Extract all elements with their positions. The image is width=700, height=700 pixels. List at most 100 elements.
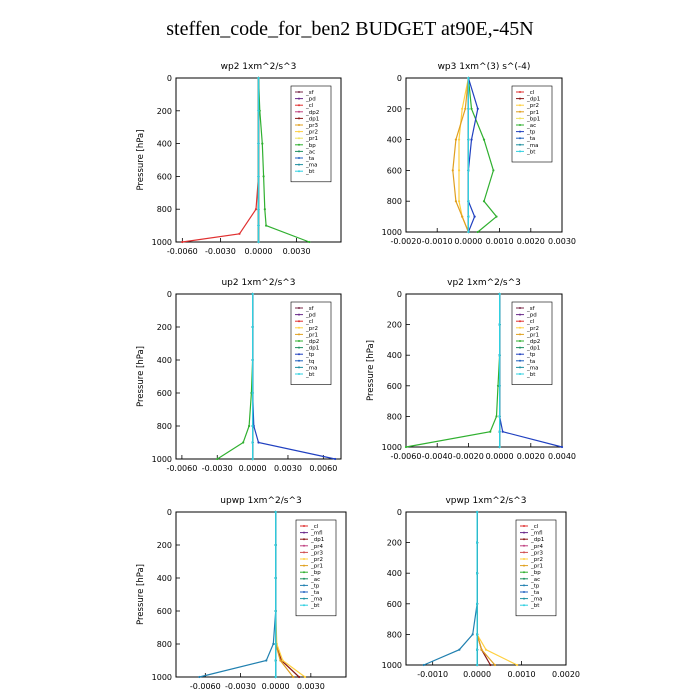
data-point (265, 224, 268, 227)
legend-marker (298, 137, 300, 140)
y-tick-label: 800 (157, 422, 172, 431)
legend-marker (523, 551, 525, 554)
data-point (454, 200, 458, 203)
data-point (303, 675, 307, 679)
data-point (464, 107, 467, 110)
legend-marker (298, 359, 300, 362)
legend-entry: _bt (310, 603, 320, 609)
x-tick-label: 0.0060 (309, 464, 337, 473)
y-tick-label: 1000 (152, 455, 172, 464)
data-point (279, 659, 282, 662)
legend-marker (519, 137, 521, 140)
panel-title: wp2 1xm^2/s^3 (221, 62, 297, 72)
legend-entry: _mfl (530, 531, 543, 537)
data-point (265, 659, 268, 662)
data-point (476, 648, 479, 651)
data-point (272, 642, 275, 646)
x-tick-label: 0.0000 (463, 670, 491, 679)
legend-marker (303, 538, 305, 541)
legend-entry: _pr2 (310, 557, 323, 563)
legend-marker (298, 307, 300, 309)
data-point (451, 169, 454, 172)
legend-marker (298, 157, 300, 159)
legend-marker (519, 150, 521, 153)
data-point (476, 663, 479, 667)
y-tick-label: 600 (157, 389, 172, 398)
legend-entry: _cl (530, 524, 539, 530)
x-tick-label: -0.0030 (225, 682, 256, 691)
legend-marker (523, 558, 525, 560)
data-point (467, 138, 470, 141)
legend-entry: _pd (305, 313, 316, 319)
y-axis-label: Pressure [hPa] (136, 346, 146, 407)
legend-entry: _ta (310, 590, 319, 596)
legend-marker (523, 564, 525, 567)
legend-marker (519, 130, 521, 133)
series-line-dp2 (216, 294, 254, 460)
data-point (495, 415, 498, 418)
data-point (261, 142, 264, 145)
legend-marker (523, 544, 525, 547)
chart-panel-1: wp2 1xm^2/s^3 0 200 400 600 800 1000-0.0060 -0.… (136, 62, 342, 256)
legend-entry: _dp1 (305, 116, 319, 122)
legend-entry: _ta (526, 359, 535, 365)
data-point (492, 169, 495, 172)
legend-marker (519, 117, 521, 120)
series-line-pr1 (275, 512, 294, 678)
data-point (251, 391, 254, 395)
data-point (476, 572, 479, 575)
x-tick-label: -0.0010 (422, 237, 453, 246)
legend-entry: _pr1 (310, 564, 323, 570)
y-tick-label: 400 (387, 351, 402, 360)
x-tick-label: -0.0060 (167, 247, 198, 256)
legend-marker (298, 110, 300, 113)
y-tick-label: 400 (387, 569, 402, 578)
legend-entry: _sf (305, 306, 315, 312)
chart-panel-3: up2 1xm^2/s^3 0 200 400 600 800 1000-0.0060 -0.… (136, 278, 342, 473)
y-tick-label: 0 (397, 74, 402, 83)
legend-marker (519, 110, 521, 113)
plot-frame (405, 293, 563, 448)
legend-entry: _dp1 (305, 346, 319, 352)
data-point (458, 648, 461, 651)
legend-entry: _bt (526, 372, 536, 378)
data-point (257, 142, 260, 145)
data-point (461, 107, 464, 110)
data-point (476, 633, 479, 636)
legend-entry: _tp (310, 583, 320, 589)
x-tick-label: 0.0040 (548, 452, 576, 461)
legend-marker (519, 124, 521, 126)
y-tick-label: 400 (157, 140, 172, 149)
y-tick-label: 200 (387, 321, 402, 330)
data-point (498, 323, 501, 326)
data-point (274, 543, 277, 547)
legend-marker (519, 91, 521, 93)
legend-entry: _dp1 (526, 346, 540, 352)
legend-entry: _dp1 (530, 537, 544, 543)
y-tick-label: 1000 (152, 673, 172, 682)
legend-entry: _dp1 (526, 97, 540, 103)
data-point (482, 138, 486, 141)
panel-title: wp3 1xm^(3) s^(-4) (438, 62, 531, 72)
x-tick-label: 0.0020 (517, 237, 545, 246)
legend-entry: _pr2 (305, 130, 318, 136)
data-point (467, 215, 470, 218)
y-tick-label: 600 (157, 172, 172, 181)
y-axis-label: Pressure [hPa] (136, 130, 146, 191)
y-tick-label: 0 (167, 74, 172, 83)
legend-marker (519, 104, 521, 107)
legend-entry: _pr2 (530, 557, 543, 563)
data-point (467, 107, 470, 110)
x-tick-label: 0.0030 (283, 247, 311, 256)
data-point (251, 325, 254, 329)
series-line-cl (182, 78, 260, 243)
panel-title: vp2 1xm^2/s^3 (447, 278, 521, 288)
data-point (471, 633, 474, 636)
x-tick-label: 0.0030 (297, 682, 325, 691)
legend-marker (519, 320, 521, 323)
plot-frame (405, 511, 567, 666)
data-point (257, 76, 260, 80)
data-point (274, 510, 277, 514)
x-tick-label: -0.0020 (391, 237, 422, 246)
legend-entry: _bt (530, 603, 540, 609)
